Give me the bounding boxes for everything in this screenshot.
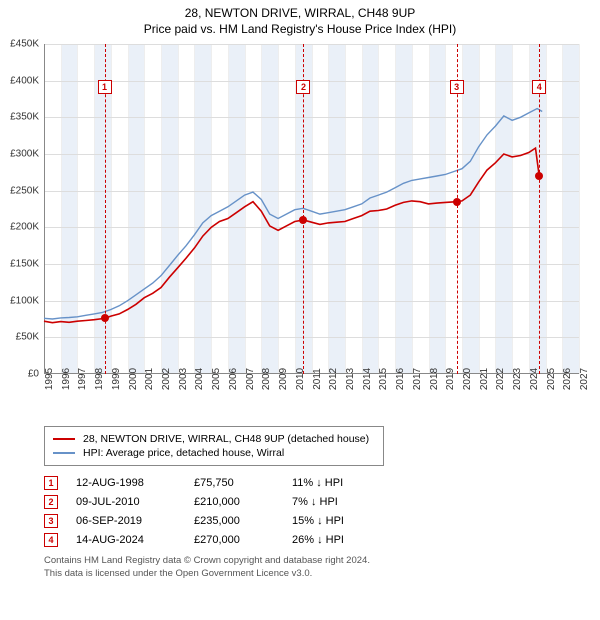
event-price: £210,000 [194,496,274,508]
event-table-badge: 3 [44,514,58,528]
event-table-row: 3 06-SEP-2019 £235,000 15% ↓ HPI [44,514,600,528]
x-tick-label: 2025 [546,368,557,390]
event-price: £75,750 [194,477,274,489]
event-delta: 11% ↓ HPI [292,477,382,489]
x-tick-label: 2007 [245,368,256,390]
legend-swatch [53,438,75,440]
x-tick-label: 2019 [445,368,456,390]
chart: 1234 £0£50K£100K£150K£200K£250K£300K£350… [44,44,579,374]
x-tick-label: 2002 [161,368,172,390]
event-badge: 3 [450,80,464,94]
y-tick-label: £250K [10,185,39,196]
title-line-2: Price paid vs. HM Land Registry's House … [0,22,600,36]
x-tick-label: 2005 [211,368,222,390]
legend-swatch [53,452,75,454]
x-tick-label: 2010 [295,368,306,390]
event-table-badge: 2 [44,495,58,509]
x-tick-label: 2000 [128,368,139,390]
x-tick-label: 2004 [194,368,205,390]
x-tick-label: 1998 [94,368,105,390]
x-tick-label: 1996 [61,368,72,390]
event-marker [299,216,307,224]
event-marker [101,314,109,322]
event-delta: 26% ↓ HPI [292,534,382,546]
y-tick-label: £150K [10,259,39,270]
event-badge: 4 [532,80,546,94]
footer-attribution: Contains HM Land Registry data © Crown c… [44,555,600,581]
event-date: 14-AUG-2024 [76,534,176,546]
event-table-badge: 1 [44,476,58,490]
x-tick-label: 1997 [77,368,88,390]
y-tick-label: £350K [10,112,39,123]
y-tick-label: £0 [28,369,39,380]
event-marker [453,198,461,206]
x-tick-label: 2008 [261,368,272,390]
x-tick-label: 2009 [278,368,289,390]
x-tick-label: 2014 [362,368,373,390]
y-tick-label: £100K [10,295,39,306]
x-tick-label: 2023 [512,368,523,390]
footer-line-1: Contains HM Land Registry data © Crown c… [44,555,600,568]
event-badge: 2 [296,80,310,94]
title-line-1: 28, NEWTON DRIVE, WIRRAL, CH48 9UP [0,6,600,20]
x-tick-label: 2027 [579,368,590,390]
legend-item: 28, NEWTON DRIVE, WIRRAL, CH48 9UP (deta… [53,433,375,445]
x-tick-label: 2012 [328,368,339,390]
v-gridline [579,44,580,374]
event-price: £235,000 [194,515,274,527]
legend-label: 28, NEWTON DRIVE, WIRRAL, CH48 9UP (deta… [83,433,369,445]
x-tick-label: 2016 [395,368,406,390]
series-hpi [44,109,542,320]
event-table-row: 1 12-AUG-1998 £75,750 11% ↓ HPI [44,476,600,490]
x-tick-label: 2026 [562,368,573,390]
events-table: 1 12-AUG-1998 £75,750 11% ↓ HPI 2 09-JUL-2010… [44,476,600,547]
series-price_paid [44,148,539,323]
x-tick-label: 2006 [228,368,239,390]
legend: 28, NEWTON DRIVE, WIRRAL, CH48 9UP (deta… [44,426,384,466]
x-tick-label: 2015 [378,368,389,390]
x-tick-label: 2017 [412,368,423,390]
x-tick-label: 2020 [462,368,473,390]
y-tick-label: £400K [10,75,39,86]
chart-title-block: 28, NEWTON DRIVE, WIRRAL, CH48 9UP Price… [0,0,600,36]
footer-line-2: This data is licensed under the Open Gov… [44,568,600,581]
y-tick-label: £50K [16,332,39,343]
y-tick-label: £200K [10,222,39,233]
event-marker [535,172,543,180]
legend-label: HPI: Average price, detached house, Wirr… [83,447,284,459]
x-tick-label: 1999 [111,368,122,390]
x-tick-label: 2001 [144,368,155,390]
x-tick-label: 2013 [345,368,356,390]
x-tick-label: 1995 [44,368,55,390]
event-date: 06-SEP-2019 [76,515,176,527]
line-series-svg [44,44,579,374]
event-delta: 7% ↓ HPI [292,496,382,508]
event-date: 09-JUL-2010 [76,496,176,508]
x-tick-label: 2022 [495,368,506,390]
legend-item: HPI: Average price, detached house, Wirr… [53,447,375,459]
event-date: 12-AUG-1998 [76,477,176,489]
event-table-row: 2 09-JUL-2010 £210,000 7% ↓ HPI [44,495,600,509]
x-tick-label: 2024 [529,368,540,390]
event-badge: 1 [98,80,112,94]
event-table-badge: 4 [44,533,58,547]
x-tick-label: 2018 [429,368,440,390]
event-delta: 15% ↓ HPI [292,515,382,527]
y-tick-label: £300K [10,149,39,160]
event-price: £270,000 [194,534,274,546]
event-table-row: 4 14-AUG-2024 £270,000 26% ↓ HPI [44,533,600,547]
x-tick-label: 2011 [312,368,323,390]
x-tick-label: 2021 [479,368,490,390]
y-tick-label: £450K [10,39,39,50]
x-tick-label: 2003 [178,368,189,390]
